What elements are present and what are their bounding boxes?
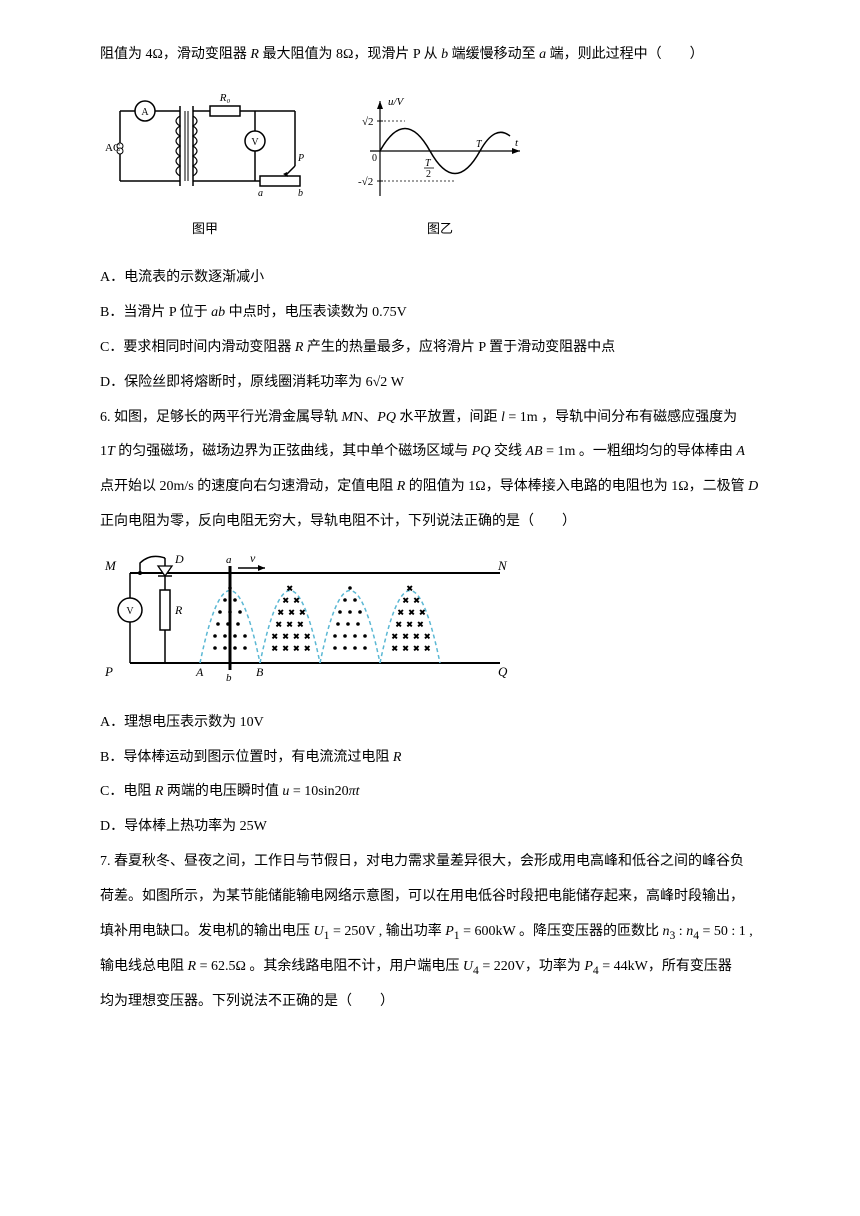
svg-text:B: B	[256, 665, 264, 679]
q6-option-c: C．电阻 R 两端的电压瞬时值 u = 10sin20πt	[100, 777, 770, 808]
svg-text:V: V	[126, 606, 134, 617]
q5-option-d: D．保险丝即将熔断时，原线圈消耗功率为 6√2 W	[100, 368, 770, 399]
svg-text:× ×: × ×	[403, 596, 419, 606]
q7-intro3: 填补用电缺口。发电机的输出电压 U1 = 250V , 输出功率 P1 = 60…	[100, 917, 770, 948]
svg-text:a: a	[258, 188, 263, 199]
rail-diagram: M N P Q V D R	[100, 548, 520, 688]
svg-text:AC: AC	[105, 142, 120, 154]
svg-text:v: v	[250, 551, 256, 565]
sine-diagram: u/V t √2 -√2 0 T 2 T	[350, 91, 530, 211]
svg-text:a: a	[226, 554, 232, 566]
q6-figure: M N P Q V D R	[100, 548, 770, 688]
svg-text:× × × ×: × × × ×	[392, 632, 430, 642]
svg-text:2: 2	[426, 169, 431, 180]
q5-option-c: C．要求相同时间内滑动变阻器 R 产生的热量最多，应将滑片 P 置于滑动变阻器中…	[100, 333, 770, 364]
svg-text:R: R	[174, 603, 183, 617]
svg-text:√2: √2	[362, 116, 374, 128]
q7-intro2: 荷差。如图所示，为某节能储能输电网络示意图，可以在用电低谷时段把电能储存起来，高…	[100, 882, 770, 913]
q5-figures: A AC R₀ V	[100, 81, 770, 244]
q5-figure-circuit: A AC R₀ V	[100, 81, 310, 244]
svg-text:× × ×: × × ×	[276, 620, 303, 630]
svg-text:× × × ×: × × × ×	[272, 632, 310, 642]
q6-option-a: A．理想电压表示数为 10V	[100, 708, 770, 739]
svg-text:× × ×: × × ×	[278, 608, 305, 618]
q5-figure-sine: u/V t √2 -√2 0 T 2 T 图乙	[350, 91, 530, 244]
svg-text:u/V: u/V	[388, 96, 405, 108]
svg-text:×: ×	[407, 584, 412, 594]
svg-text:N: N	[497, 558, 508, 573]
svg-text:P: P	[104, 664, 113, 679]
svg-text:D: D	[174, 552, 184, 566]
q6-intro1: 6. 如图，足够长的两平行光滑金属导轨 MN、PQ 水平放置，间距 l = 1m…	[100, 403, 770, 434]
q5-caption2: 图乙	[350, 215, 530, 244]
circuit-diagram: A AC R₀ V	[100, 81, 310, 211]
q5-intro: 阻值为 4Ω，滑动变阻器 R 最大阻值为 8Ω，现滑片 P 从 b 端缓慢移动至…	[100, 40, 770, 71]
q5-option-b: B．当滑片 P 位于 ab 中点时，电压表读数为 0.75V	[100, 298, 770, 329]
svg-text:× × × ×: × × × ×	[392, 644, 430, 654]
q7-intro5: 均为理想变压器。下列说法不正确的是（ ）	[100, 987, 770, 1018]
svg-text:b: b	[298, 188, 303, 199]
svg-text:V: V	[251, 137, 259, 148]
q7-intro4: 输电线总电阻 R = 62.5Ω 。其余线路电阻不计，用户端电压 U4 = 22…	[100, 952, 770, 983]
svg-text:0: 0	[372, 153, 377, 164]
q6-option-b: B．导体棒运动到图示位置时，有电流流过电阻 R	[100, 743, 770, 774]
q5-option-a: A．电流表的示数逐渐减小	[100, 263, 770, 294]
q6-intro4: 正向电阻为零，反向电阻无穷大，导轨电阻不计，下列说法正确的是（ ）	[100, 507, 770, 538]
svg-text:R₀: R₀	[219, 92, 231, 104]
svg-text:A: A	[141, 107, 149, 118]
svg-text:× ×: × ×	[283, 596, 299, 606]
q6-intro2: 1T 的匀强磁场，磁场边界为正弦曲线，其中单个磁场区域与 PQ 交线 AB = …	[100, 437, 770, 468]
svg-text:A: A	[195, 665, 204, 679]
q6-intro3: 点开始以 20m/s 的速度向右匀速滑动，定值电阻 R 的阻值为 1Ω，导体棒接…	[100, 472, 770, 503]
svg-text:Q: Q	[498, 664, 508, 679]
q6-option-d: D．导体棒上热功率为 25W	[100, 812, 770, 843]
svg-text:× × ×: × × ×	[398, 608, 425, 618]
svg-text:b: b	[226, 672, 232, 684]
svg-text:× × ×: × × ×	[396, 620, 423, 630]
svg-text:-√2: -√2	[358, 176, 373, 188]
q7-intro1: 7. 春夏秋冬、昼夜之间，工作日与节假日，对电力需求量差异很大，会形成用电高峰和…	[100, 847, 770, 878]
svg-text:×: ×	[287, 584, 292, 594]
svg-text:M: M	[104, 558, 117, 573]
svg-text:P: P	[297, 153, 304, 164]
q5-caption1: 图甲	[100, 215, 310, 244]
svg-text:× × × ×: × × × ×	[272, 644, 310, 654]
